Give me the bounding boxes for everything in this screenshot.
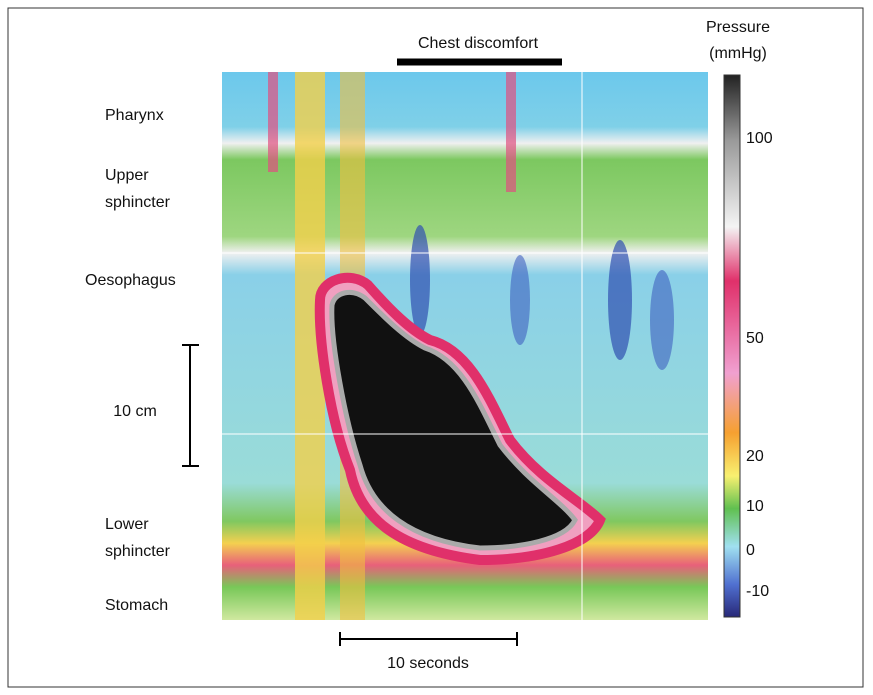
map-patch: [510, 255, 530, 345]
region-label: Pharynx: [105, 107, 164, 124]
colorbar-tick-label: -10: [746, 583, 769, 600]
pressure-map: [222, 72, 708, 620]
distance-scale-bar: [182, 344, 199, 467]
colorbar: [723, 74, 741, 618]
region-label: Stomach: [105, 597, 169, 614]
region-label: Oesophagus: [85, 272, 176, 289]
time-label: 10 seconds: [387, 655, 469, 672]
colorbar-tick-label: 10: [746, 498, 764, 515]
distance-label: 10 cm: [113, 403, 157, 420]
map-contraction-core: [329, 289, 578, 551]
colorbar-tick-label: 20: [746, 448, 764, 465]
map-stripe: [268, 72, 278, 172]
legend-title: Pressure: [706, 19, 770, 36]
colorbar-tick-label: 100: [746, 130, 773, 147]
map-patch: [650, 270, 674, 370]
region-label: Lower sphincter: [105, 516, 170, 560]
legend-unit: (mmHg): [709, 45, 767, 62]
region-label: Upper sphincter: [105, 167, 170, 211]
map-stripe: [506, 72, 516, 192]
map-patch: [410, 225, 430, 335]
map-patch: [608, 240, 632, 360]
frame: [7, 7, 864, 688]
event-label: Chest discomfort: [418, 35, 539, 52]
time-scale-bar: [339, 632, 518, 646]
colorbar-tick-label: 0: [746, 542, 755, 559]
colorbar-tick-label: 50: [746, 330, 764, 347]
